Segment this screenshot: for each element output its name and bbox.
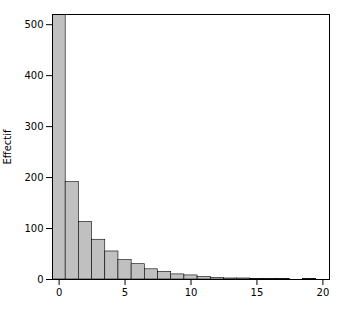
svg-text:15: 15 (251, 287, 264, 298)
svg-text:10: 10 (185, 287, 198, 298)
svg-text:300: 300 (24, 121, 43, 132)
svg-text:Effectif: Effectif (2, 129, 13, 165)
svg-text:400: 400 (24, 70, 43, 81)
svg-text:200: 200 (24, 172, 43, 183)
svg-text:5: 5 (122, 287, 128, 298)
svg-text:20: 20 (317, 287, 330, 298)
svg-text:500: 500 (24, 19, 43, 30)
svg-text:0: 0 (56, 287, 62, 298)
svg-text:100: 100 (24, 223, 43, 234)
svg-text:0: 0 (37, 274, 43, 285)
